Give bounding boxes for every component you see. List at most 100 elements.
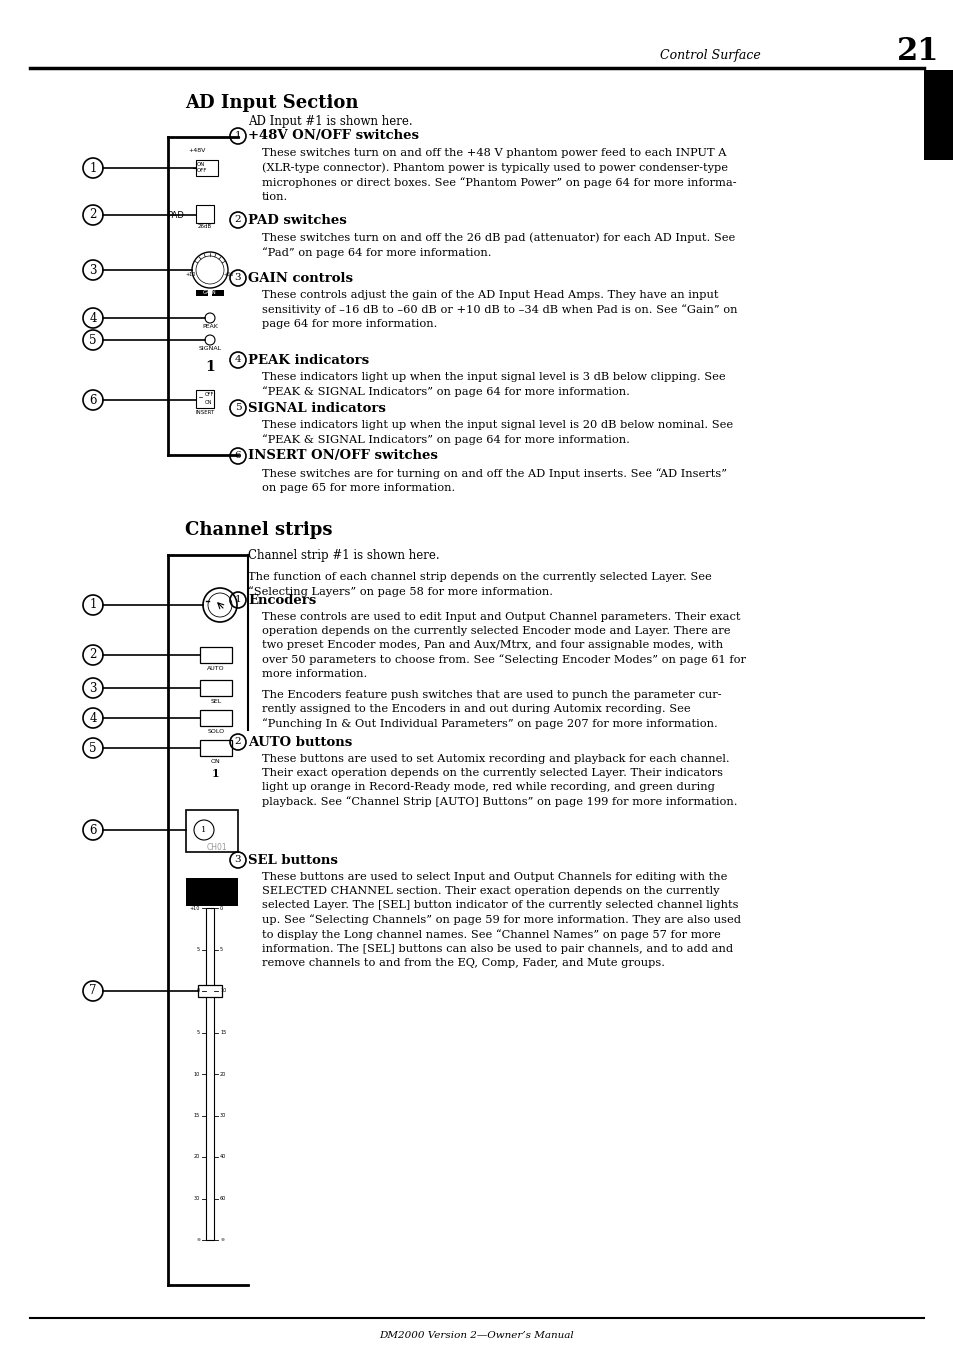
Text: These switches are for turning on and off the AD Input inserts. See “AD Inserts”: These switches are for turning on and of… (262, 467, 726, 493)
Text: Channel strip #1 is shown here.: Channel strip #1 is shown here. (248, 550, 439, 562)
Text: AD Input #1 is shown here.: AD Input #1 is shown here. (248, 115, 413, 128)
Bar (923, 70, 953, 159)
Text: ∞: ∞ (220, 1238, 224, 1243)
Text: 30: 30 (193, 1196, 200, 1201)
Text: 1: 1 (90, 598, 96, 612)
Text: Control Surface: Control Surface (659, 49, 760, 62)
Text: 26dB: 26dB (197, 224, 212, 230)
Text: 20: 20 (193, 1155, 200, 1159)
Text: The function of each channel strip depends on the currently selected Layer. See
: The function of each channel strip depen… (248, 571, 711, 597)
Text: 5: 5 (90, 742, 96, 754)
Text: SIGNAL: SIGNAL (198, 346, 221, 351)
Text: 2: 2 (234, 216, 241, 224)
Text: These controls are used to edit Input and Output Channel parameters. Their exact: These controls are used to edit Input an… (262, 612, 745, 680)
Text: 6: 6 (90, 393, 96, 407)
Text: 6: 6 (234, 451, 241, 461)
Text: 2: 2 (90, 648, 96, 662)
Text: 4: 4 (90, 712, 96, 724)
Text: 3: 3 (234, 855, 241, 865)
Text: 6: 6 (90, 824, 96, 836)
Text: 3: 3 (234, 273, 241, 282)
Bar (195, 290, 208, 296)
Bar (195, 205, 213, 223)
Text: GAIN controls: GAIN controls (248, 272, 353, 285)
Text: OFF: OFF (205, 392, 214, 396)
Text: OFF: OFF (196, 169, 208, 173)
Text: 1: 1 (205, 359, 214, 374)
Text: INSERT ON/OFF switches: INSERT ON/OFF switches (248, 450, 437, 462)
Text: AUTO buttons: AUTO buttons (248, 735, 352, 748)
Text: +48V: +48V (188, 147, 206, 153)
Text: 30: 30 (220, 1113, 226, 1119)
Text: 20: 20 (220, 1071, 226, 1077)
Text: GAIN: GAIN (203, 290, 216, 296)
Text: 4: 4 (90, 312, 96, 324)
Text: SOLO: SOLO (207, 730, 224, 734)
Text: 40: 40 (220, 1155, 226, 1159)
Text: +10: +10 (190, 905, 200, 911)
Text: The Encoders feature push switches that are used to punch the parameter cur-
ren: The Encoders feature push switches that … (262, 690, 720, 730)
Text: 1: 1 (201, 825, 207, 834)
Text: SEL: SEL (211, 698, 221, 704)
Text: AD Input Section: AD Input Section (185, 95, 358, 112)
Text: These switches turn on and off the 26 dB pad (attenuator) for each AD Input. See: These switches turn on and off the 26 dB… (262, 232, 735, 258)
Text: 1: 1 (90, 162, 96, 174)
Text: These controls adjust the gain of the AD Input Head Amps. They have an input
sen: These controls adjust the gain of the AD… (262, 290, 737, 330)
Text: 5: 5 (234, 404, 241, 412)
Text: 15: 15 (193, 1113, 200, 1119)
Text: 2: 2 (90, 208, 96, 222)
Text: 5: 5 (196, 1029, 200, 1035)
Text: ON: ON (205, 400, 213, 404)
Text: These switches turn on and off the +48 V phantom power feed to each INPUT A
(XLR: These switches turn on and off the +48 V… (262, 149, 736, 203)
Text: CH01: CH01 (207, 843, 227, 851)
Text: AUTO: AUTO (207, 666, 225, 671)
Text: SIGNAL indicators: SIGNAL indicators (248, 401, 385, 415)
Text: 15: 15 (220, 1029, 226, 1035)
Text: ON: ON (196, 162, 205, 168)
Bar (212, 290, 224, 296)
Bar (198, 985, 222, 997)
Bar (206, 908, 213, 1240)
Text: These indicators light up when the input signal level is 20 dB below nominal. Se: These indicators light up when the input… (262, 420, 732, 446)
Text: 21: 21 (896, 36, 938, 68)
Text: 1: 1 (234, 131, 241, 141)
Text: PAD: PAD (167, 211, 184, 219)
Bar (186, 878, 237, 907)
Text: ON: ON (211, 759, 221, 765)
Bar (200, 647, 232, 663)
Bar (186, 811, 237, 852)
Bar (195, 159, 218, 176)
Text: ∞: ∞ (195, 1238, 200, 1243)
Text: These buttons are used to select Input and Output Channels for editing with the
: These buttons are used to select Input a… (262, 871, 740, 969)
Text: 0: 0 (196, 989, 200, 993)
Text: DM2000 Version 2—Owner’s Manual: DM2000 Version 2—Owner’s Manual (379, 1331, 574, 1339)
Text: 1: 1 (234, 596, 241, 604)
Bar (200, 711, 232, 725)
Text: 3: 3 (90, 263, 96, 277)
Text: Encoders: Encoders (248, 593, 315, 607)
Text: These indicators light up when the input signal level is 3 dB below clipping. Se: These indicators light up when the input… (262, 372, 725, 397)
Text: 4: 4 (234, 355, 241, 365)
Text: Channel strips: Channel strips (185, 521, 333, 539)
Bar (195, 390, 213, 408)
Text: 5: 5 (220, 947, 223, 952)
Text: +48V ON/OFF switches: +48V ON/OFF switches (248, 130, 418, 142)
Text: 5: 5 (90, 334, 96, 346)
Text: These buttons are used to set Automix recording and playback for each channel.
T: These buttons are used to set Automix re… (262, 754, 737, 807)
Text: PAD switches: PAD switches (248, 213, 346, 227)
Text: PEAK indicators: PEAK indicators (248, 354, 369, 366)
Text: SEL buttons: SEL buttons (248, 854, 337, 866)
Bar (200, 680, 232, 696)
Text: 60: 60 (220, 1196, 226, 1201)
Text: INSERT: INSERT (195, 409, 215, 415)
Text: 5: 5 (196, 947, 200, 952)
Text: +60: +60 (224, 273, 233, 277)
Text: +10: +10 (186, 273, 196, 277)
Text: 1: 1 (212, 767, 219, 780)
Text: 2: 2 (234, 738, 241, 747)
Text: 10: 10 (220, 989, 226, 993)
Text: PEAK: PEAK (202, 324, 217, 330)
Text: 0: 0 (220, 905, 223, 911)
Text: 10: 10 (193, 1071, 200, 1077)
Bar (200, 740, 232, 757)
